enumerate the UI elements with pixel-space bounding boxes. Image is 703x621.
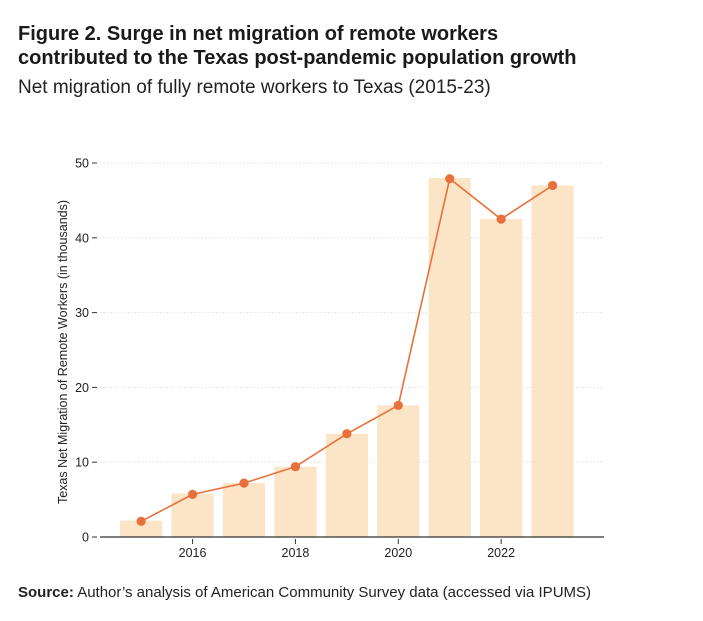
bar-2018 xyxy=(274,466,317,537)
y-tick-label: 30 xyxy=(75,306,89,320)
line-point-2018 xyxy=(290,462,301,472)
figure-title-line2: contributed to the Texas post-pandemic p… xyxy=(18,47,577,69)
bar-2015 xyxy=(120,520,163,537)
x-tick-label: 2018 xyxy=(282,546,310,560)
bar-2023 xyxy=(531,185,574,537)
y-tick-label: 10 xyxy=(75,456,89,470)
bars xyxy=(120,177,574,537)
x-tick-label: 2016 xyxy=(179,546,207,560)
y-tick-label: 40 xyxy=(75,231,89,245)
figure-title: Figure 2. Surge in net migration of remo… xyxy=(18,22,688,70)
grid-lines xyxy=(100,162,604,463)
x-tick-label: 2020 xyxy=(384,546,412,560)
bar-2019 xyxy=(325,433,368,537)
y-tick-label: 50 xyxy=(75,157,89,171)
line-point-2019 xyxy=(342,429,352,439)
bar-2020 xyxy=(377,405,420,537)
line-point-2021 xyxy=(445,174,455,184)
source-note: Source: Author’s analysis of American Co… xyxy=(18,583,698,603)
line-point-2016 xyxy=(187,489,198,499)
x-tick-label: 2022 xyxy=(487,546,515,560)
bar-2022 xyxy=(480,219,523,537)
y-axis-label: Texas Net Migration of Remote Workers (i… xyxy=(56,200,70,504)
line-point-2020 xyxy=(393,400,403,410)
line-series xyxy=(136,174,558,526)
figure-title-line1: Figure 2. Surge in net migration of remo… xyxy=(18,23,499,45)
line-point-2022 xyxy=(496,214,506,224)
bar-2021 xyxy=(428,177,471,537)
bar-2016 xyxy=(171,493,214,537)
line-point-2023 xyxy=(547,180,558,191)
chart-subtitle: Net migration of fully remote workers to… xyxy=(18,77,491,98)
source-label: Source: xyxy=(18,584,74,601)
source-text: Author’s analysis of American Community … xyxy=(73,584,592,601)
line-point-2015 xyxy=(136,516,146,526)
line-point-2017 xyxy=(239,478,249,488)
y-tick-label: 20 xyxy=(75,381,89,395)
axes: 0 10 20 30 40 50 2016 2018 2020 2022 xyxy=(75,157,604,560)
bar-2017 xyxy=(222,483,266,537)
y-tick-label: 0 xyxy=(82,531,89,545)
